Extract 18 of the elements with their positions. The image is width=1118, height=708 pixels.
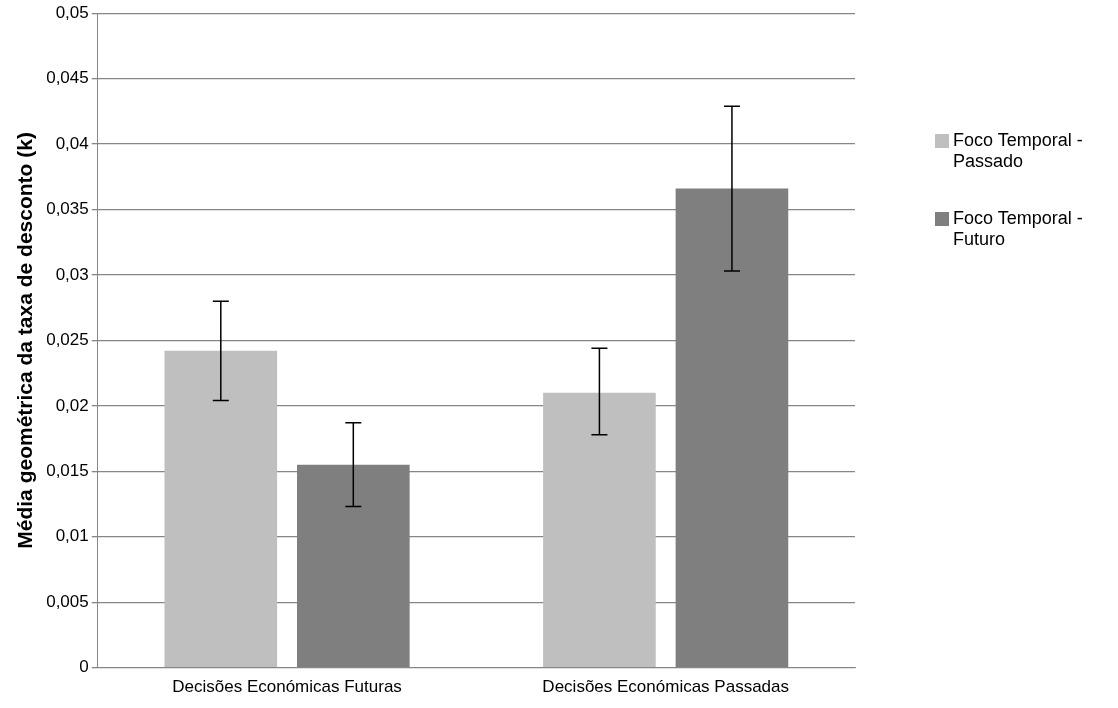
x-tick-label: Decisões Económicas Futuras — [172, 677, 402, 697]
x-tick-label: Decisões Económicas Passadas — [542, 677, 789, 697]
y-tick-label: 0,03 — [55, 264, 89, 284]
y-tick-label: 0,01 — [55, 526, 89, 546]
y-tick-label: 0 — [79, 657, 89, 677]
bar — [164, 350, 278, 667]
bar — [543, 392, 656, 667]
y-tick-label: 0,005 — [46, 591, 89, 611]
y-tick-label: 0,035 — [46, 199, 89, 219]
y-tick-label: 0,025 — [46, 330, 89, 350]
legend-label: Foco Temporal - Passado — [953, 130, 1084, 172]
y-tick-label: 0,02 — [55, 395, 89, 415]
y-tick-label: 0,015 — [46, 460, 89, 480]
legend-label: Foco Temporal - Futuro — [953, 208, 1084, 250]
y-tick-label: 0,045 — [46, 68, 89, 88]
y-axis-title: Média geométrica da taxa de desconto (k) — [13, 132, 37, 549]
y-tick-label: 0,05 — [55, 2, 89, 22]
y-tick-label: 0,04 — [55, 133, 89, 153]
